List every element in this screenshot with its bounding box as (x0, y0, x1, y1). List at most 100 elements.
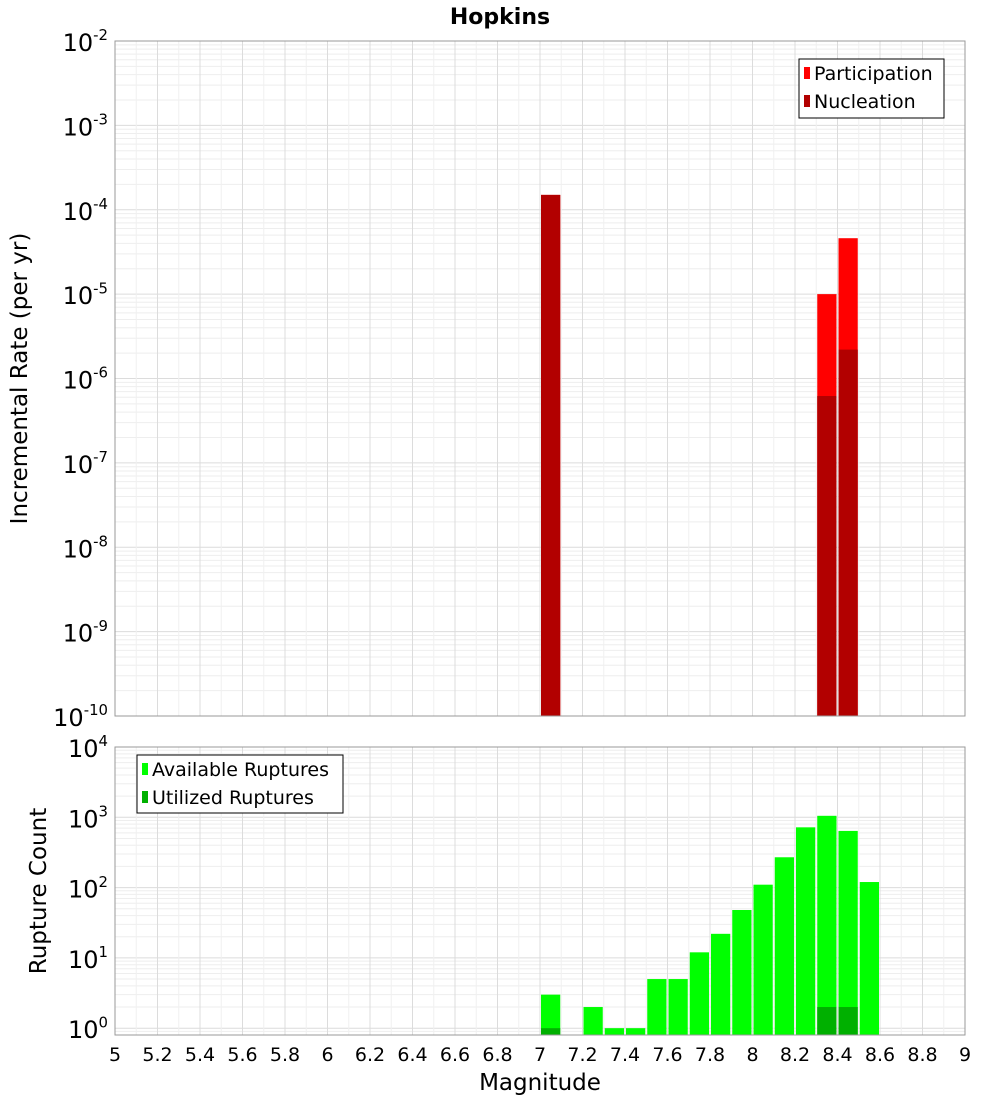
y-tick-label: 102 (68, 873, 108, 904)
tick-base: 10 (63, 451, 94, 479)
count-bar-available-ruptures (647, 979, 667, 1035)
x-tick-label: 9 (959, 1044, 971, 1066)
x-tick-label: 7.2 (567, 1044, 597, 1066)
tick-exponent: -7 (93, 448, 108, 466)
tick-base: 10 (68, 876, 99, 904)
chart-title: Hopkins (450, 5, 550, 30)
tick-exponent: -6 (93, 364, 108, 382)
legend-label: Utilized Ruptures (152, 787, 314, 809)
x-tick-label: 6.2 (355, 1044, 385, 1066)
count-bar-available-ruptures (604, 1028, 624, 1035)
count-bar-available-ruptures (732, 910, 752, 1035)
y-tick-label: 10-5 (63, 279, 108, 310)
legend-swatch (142, 791, 148, 803)
count-bar-available-ruptures (689, 952, 709, 1035)
count-bar-available-ruptures (668, 979, 688, 1035)
x-tick-label: 5 (109, 1044, 121, 1066)
count-bar-utilized-ruptures (838, 1007, 858, 1035)
x-tick-label: 5.2 (142, 1044, 172, 1066)
legend-count: Available Ruptures Utilized Ruptures (136, 754, 344, 814)
x-tick-label: 7.6 (652, 1044, 682, 1066)
tick-base: 10 (68, 805, 99, 833)
tick-exponent: -5 (93, 279, 108, 297)
y-tick-label: 10-2 (63, 26, 108, 57)
legend-swatch (804, 67, 810, 79)
tick-exponent: 4 (99, 732, 108, 750)
x-tick-label: 7 (534, 1044, 546, 1066)
tick-base: 10 (63, 29, 94, 57)
tick-exponent: -2 (93, 26, 108, 44)
y-tick-label: 10-3 (63, 111, 108, 142)
count-bar-available-ruptures (817, 815, 837, 1035)
count-bar-available-ruptures (859, 882, 879, 1035)
legend-label: Participation (814, 63, 933, 85)
tick-exponent: -8 (93, 532, 108, 550)
y-tick-label: 103 (68, 802, 108, 833)
count-bar-utilized-ruptures (817, 1007, 837, 1035)
count-bar-available-ruptures (711, 933, 731, 1035)
x-tick-label: 7.8 (695, 1044, 725, 1066)
legend-swatch (142, 763, 148, 775)
y-tick-label: 10-6 (63, 364, 108, 395)
tick-base: 10 (63, 620, 94, 648)
tick-base: 10 (53, 704, 84, 732)
legend-label: Available Ruptures (152, 759, 329, 781)
tick-exponent: -4 (93, 195, 108, 213)
tick-base: 10 (63, 282, 94, 310)
count-bar-available-ruptures (838, 830, 858, 1035)
tick-base: 10 (68, 946, 99, 974)
x-tick-label: 8.6 (865, 1044, 895, 1066)
count-bar-available-ruptures (583, 1007, 603, 1035)
y-tick-label: 10-7 (63, 448, 108, 479)
count-bar-utilized-ruptures (541, 1028, 561, 1035)
tick-exponent: 2 (99, 873, 108, 891)
x-tick-label: 8.4 (822, 1044, 852, 1066)
count-bar-available-ruptures (774, 857, 794, 1035)
y-tick-label: 10-4 (63, 195, 108, 226)
x-tick-label: 6 (321, 1044, 333, 1066)
rate-bar-nucleation (541, 194, 561, 716)
tick-exponent: 0 (99, 1013, 108, 1031)
tick-exponent: -9 (93, 617, 108, 635)
count-bar-available-ruptures (626, 1028, 646, 1035)
y-tick-label: 101 (68, 943, 108, 974)
legend-box (136, 754, 344, 814)
legend-rate: Participation Nucleation (798, 58, 945, 119)
y-tick-label: 100 (68, 1013, 108, 1044)
plot-frame (114, 746, 966, 1036)
tick-exponent: 1 (99, 943, 108, 961)
count-bar-available-ruptures (796, 827, 816, 1035)
plot-frame (114, 40, 966, 717)
legend-label: Nucleation (814, 91, 916, 113)
tick-exponent: -10 (84, 701, 108, 719)
tick-base: 10 (63, 535, 94, 563)
x-tick-label: 6.6 (440, 1044, 470, 1066)
tick-base: 10 (63, 113, 94, 141)
tick-exponent: 3 (99, 802, 108, 820)
x-tick-label: 6.4 (397, 1044, 427, 1066)
x-tick-label: 8.8 (907, 1044, 937, 1066)
count-bar-available-ruptures (541, 994, 561, 1035)
tick-exponent: -3 (93, 111, 108, 129)
rate-bar-nucleation (838, 349, 858, 716)
x-tick-label: 8 (746, 1044, 758, 1066)
y-axis-label: Rupture Count (26, 808, 52, 974)
x-tick-label: 6.8 (482, 1044, 512, 1066)
y-tick-label: 10-10 (53, 701, 108, 732)
rate-bar-nucleation (817, 396, 837, 716)
tick-base: 10 (63, 367, 94, 395)
count-bar-available-ruptures (753, 884, 773, 1035)
x-tick-label: 8.2 (780, 1044, 810, 1066)
tick-base: 10 (63, 198, 94, 226)
x-tick-label: 7.4 (610, 1044, 640, 1066)
tick-base: 10 (68, 1016, 99, 1044)
x-axis-label: Magnitude (479, 1070, 601, 1096)
x-tick-label: 5.6 (227, 1044, 257, 1066)
legend-box (798, 58, 945, 119)
legend-swatch (804, 95, 810, 107)
y-tick-label: 10-9 (63, 617, 108, 648)
y-tick-label: 104 (68, 732, 108, 763)
y-tick-label: 10-8 (63, 532, 108, 563)
